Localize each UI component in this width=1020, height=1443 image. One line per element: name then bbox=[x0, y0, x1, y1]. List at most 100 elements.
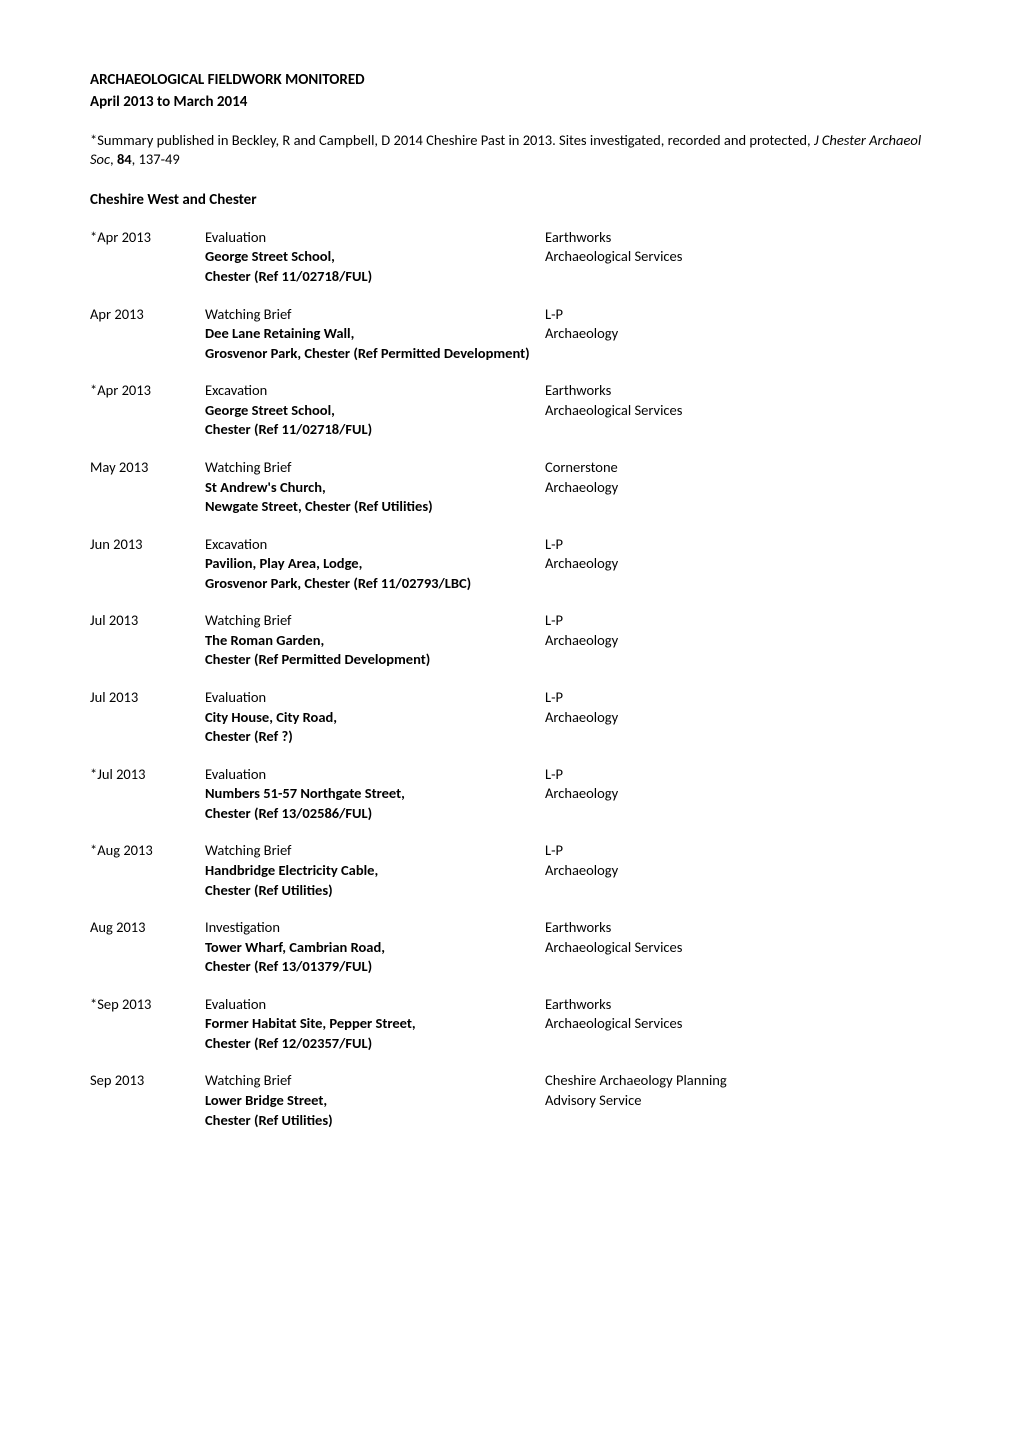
section-header: Cheshire West and Chester bbox=[90, 190, 930, 210]
document-title: ARCHAEOLOGICAL FIELDWORK MONITORED bbox=[90, 70, 930, 90]
entry-details: ExcavationPavilion, Play Area, Lodge, bbox=[205, 535, 545, 574]
entry-name-line: Chester (Ref 13/01379/FUL) bbox=[205, 957, 545, 977]
intro-text-prefix: *Summary published in Beckley, R and Cam… bbox=[90, 131, 814, 149]
entry-details: Watching BriefHandbridge Electricity Cab… bbox=[205, 841, 545, 900]
entry-name-line: Chester (Ref Permitted Development) bbox=[205, 650, 545, 670]
entry-organisation: L-PArchaeology bbox=[545, 611, 930, 650]
entry-name-line-wide: Grosvenor Park, Chester (Ref Permitted D… bbox=[205, 344, 930, 364]
entry-organisation: EarthworksArchaeological Services bbox=[545, 995, 930, 1034]
entry-org-line: Earthworks bbox=[545, 381, 930, 401]
entry-row: Jul 2013Watching BriefThe Roman Garden,C… bbox=[90, 611, 930, 670]
entry-name-line: George Street School, bbox=[205, 401, 545, 421]
entry-org-line: Earthworks bbox=[545, 228, 930, 248]
entry-org-line: Archaeology bbox=[545, 324, 930, 344]
entry-name-line: St Andrew's Church, bbox=[205, 478, 545, 498]
entry-org-line: Archaeology bbox=[545, 631, 930, 651]
entry-org-line: Archaeological Services bbox=[545, 401, 930, 421]
entry-org-line: Cheshire Archaeology Planning bbox=[545, 1071, 930, 1091]
entry-org-line: Archaeology bbox=[545, 708, 930, 728]
entry-name-line: Chester (Ref 12/02357/FUL) bbox=[205, 1034, 545, 1054]
intro-paragraph: *Summary published in Beckley, R and Cam… bbox=[90, 131, 930, 170]
entry-org-line: Earthworks bbox=[545, 918, 930, 938]
entry-org-line: L-P bbox=[545, 535, 930, 555]
entry-details: ExcavationGeorge Street School,Chester (… bbox=[205, 381, 545, 440]
entry-details: EvaluationFormer Habitat Site, Pepper St… bbox=[205, 995, 545, 1054]
entry-type: Evaluation bbox=[205, 228, 545, 248]
entry-date: *Aug 2013 bbox=[90, 841, 205, 861]
entry-type: Evaluation bbox=[205, 688, 545, 708]
entry-organisation: Cheshire Archaeology PlanningAdvisory Se… bbox=[545, 1071, 930, 1110]
entry-name-line: Handbridge Electricity Cable, bbox=[205, 861, 545, 881]
entry-org-line: L-P bbox=[545, 765, 930, 785]
entry-row: *Jul 2013EvaluationNumbers 51-57 Northga… bbox=[90, 765, 930, 824]
entry-name-line: Chester (Ref 11/02718/FUL) bbox=[205, 420, 545, 440]
entry-name-line: Chester (Ref ?) bbox=[205, 727, 545, 747]
entry-row: Apr 2013Watching BriefDee Lane Retaining… bbox=[90, 305, 930, 364]
entry-org-line: Archaeological Services bbox=[545, 247, 930, 267]
entry-type: Evaluation bbox=[205, 995, 545, 1015]
entry-date: *Jul 2013 bbox=[90, 765, 205, 785]
document-subtitle: April 2013 to March 2014 bbox=[90, 92, 930, 112]
entry-organisation: EarthworksArchaeological Services bbox=[545, 381, 930, 420]
entry-name-line: Chester (Ref 13/02586/FUL) bbox=[205, 804, 545, 824]
entry-organisation: CornerstoneArchaeology bbox=[545, 458, 930, 497]
entries-list: *Apr 2013EvaluationGeorge Street School,… bbox=[90, 228, 930, 1130]
entry-organisation: EarthworksArchaeological Services bbox=[545, 228, 930, 267]
entry-row: *Apr 2013EvaluationGeorge Street School,… bbox=[90, 228, 930, 287]
entry-org-line: L-P bbox=[545, 305, 930, 325]
entry-name-line: Tower Wharf, Cambrian Road, bbox=[205, 938, 545, 958]
entry-type: Watching Brief bbox=[205, 458, 545, 478]
entry-name-line: Chester (Ref Utilities) bbox=[205, 1111, 545, 1131]
entry-org-line: L-P bbox=[545, 611, 930, 631]
entry-details: Watching BriefLower Bridge Street,Cheste… bbox=[205, 1071, 545, 1130]
entry-org-line: Archaeology bbox=[545, 478, 930, 498]
entry-date: Jul 2013 bbox=[90, 611, 205, 631]
entry-organisation: L-PArchaeology bbox=[545, 688, 930, 727]
entry-organisation: EarthworksArchaeological Services bbox=[545, 918, 930, 957]
entry-name-line: George Street School, bbox=[205, 247, 545, 267]
entry-type: Evaluation bbox=[205, 765, 545, 785]
entry-row: Aug 2013InvestigationTower Wharf, Cambri… bbox=[90, 918, 930, 977]
entry-org-line: Advisory Service bbox=[545, 1091, 930, 1111]
intro-midseg: , bbox=[110, 150, 117, 168]
entry-row: Jun 2013ExcavationPavilion, Play Area, L… bbox=[90, 535, 930, 594]
entry-row: *Aug 2013Watching BriefHandbridge Electr… bbox=[90, 841, 930, 900]
entry-type: Excavation bbox=[205, 381, 545, 401]
entry-details: Watching BriefSt Andrew's Church,Newgate… bbox=[205, 458, 545, 517]
entry-date: Aug 2013 bbox=[90, 918, 205, 938]
entry-name-line: Chester (Ref 11/02718/FUL) bbox=[205, 267, 545, 287]
entry-org-line: Archaeological Services bbox=[545, 1014, 930, 1034]
entry-details: InvestigationTower Wharf, Cambrian Road,… bbox=[205, 918, 545, 977]
entry-date: Apr 2013 bbox=[90, 305, 205, 325]
entry-type: Watching Brief bbox=[205, 305, 545, 325]
entry-date: Sep 2013 bbox=[90, 1071, 205, 1091]
entry-date: *Sep 2013 bbox=[90, 995, 205, 1015]
entry-name-line-wide: Grosvenor Park, Chester (Ref 11/02793/LB… bbox=[205, 574, 930, 594]
entry-type: Investigation bbox=[205, 918, 545, 938]
entry-type: Watching Brief bbox=[205, 1071, 545, 1091]
entry-org-line: Archaeology bbox=[545, 861, 930, 881]
entry-organisation: L-PArchaeology bbox=[545, 535, 930, 574]
entry-organisation: L-PArchaeology bbox=[545, 305, 930, 344]
entry-date: *Apr 2013 bbox=[90, 381, 205, 401]
entry-name-line: Pavilion, Play Area, Lodge, bbox=[205, 554, 545, 574]
entry-org-line: Archaeology bbox=[545, 554, 930, 574]
intro-suffix: , 137-49 bbox=[132, 150, 180, 168]
entry-name-line: Numbers 51-57 Northgate Street, bbox=[205, 784, 545, 804]
entry-details: Watching BriefThe Roman Garden,Chester (… bbox=[205, 611, 545, 670]
entry-details: EvaluationCity House, City Road,Chester … bbox=[205, 688, 545, 747]
entry-org-line: Archaeology bbox=[545, 784, 930, 804]
entry-date: Jul 2013 bbox=[90, 688, 205, 708]
entry-org-line: Archaeological Services bbox=[545, 938, 930, 958]
entry-row: May 2013Watching BriefSt Andrew's Church… bbox=[90, 458, 930, 517]
intro-bold: 84 bbox=[117, 150, 132, 168]
entry-details: EvaluationGeorge Street School,Chester (… bbox=[205, 228, 545, 287]
entry-org-line: L-P bbox=[545, 688, 930, 708]
entry-row: Sep 2013Watching BriefLower Bridge Stree… bbox=[90, 1071, 930, 1130]
entry-date: May 2013 bbox=[90, 458, 205, 478]
entry-organisation: L-PArchaeology bbox=[545, 765, 930, 804]
entry-organisation: L-PArchaeology bbox=[545, 841, 930, 880]
entry-org-line: Earthworks bbox=[545, 995, 930, 1015]
entry-name-line: Dee Lane Retaining Wall, bbox=[205, 324, 545, 344]
entry-details: Watching BriefDee Lane Retaining Wall, bbox=[205, 305, 545, 344]
